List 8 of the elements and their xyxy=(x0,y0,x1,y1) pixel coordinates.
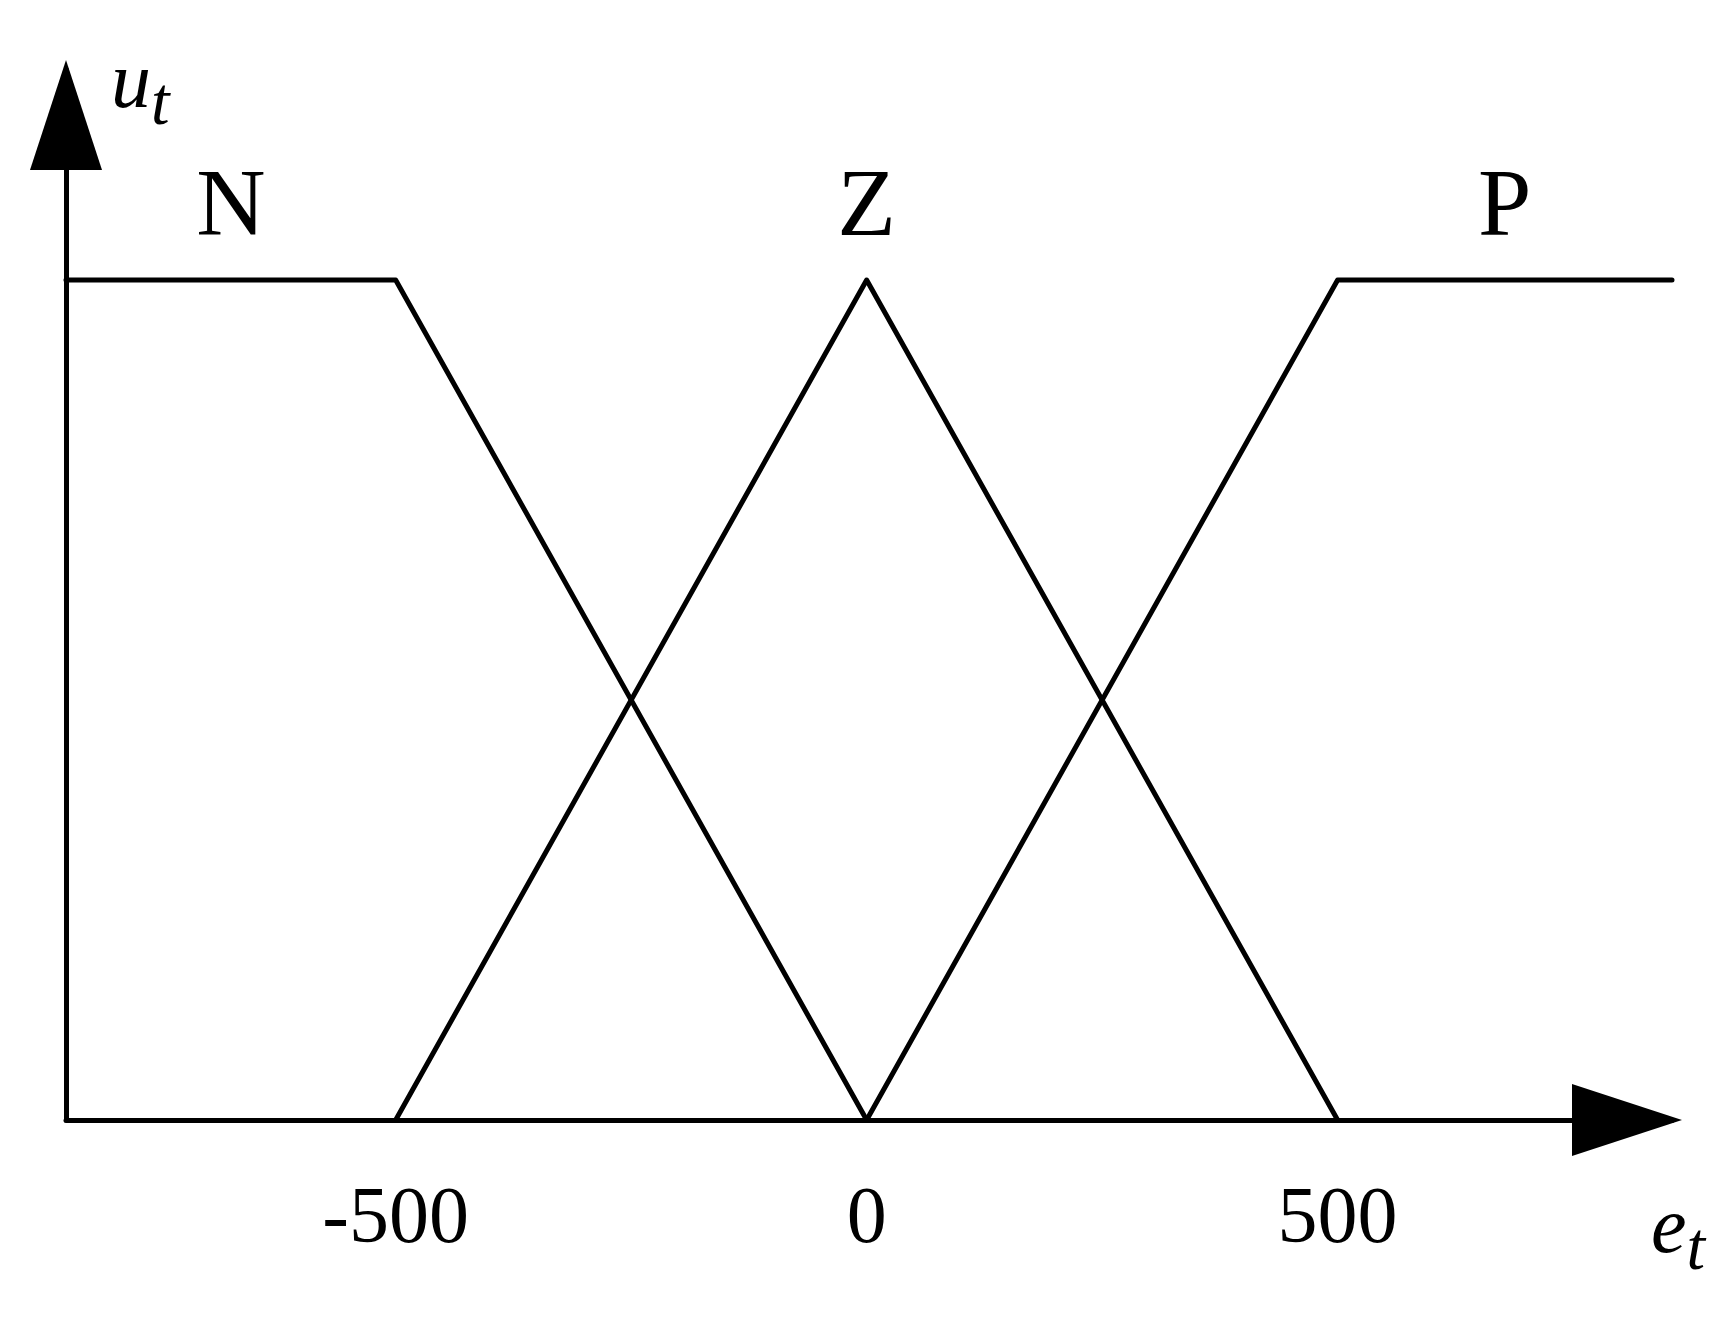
series-label: N xyxy=(196,148,266,256)
y-axis-title: u$_{t}$ xyxy=(111,36,170,138)
series-label: Z xyxy=(837,148,896,256)
x-tick-label: -500 xyxy=(322,1171,469,1259)
x-tick-label: 0 xyxy=(846,1171,887,1259)
x-tick-label: 500 xyxy=(1277,1171,1398,1259)
series-label: P xyxy=(1478,148,1532,256)
x-axis-title: e$_{t}$ xyxy=(1650,1181,1705,1283)
